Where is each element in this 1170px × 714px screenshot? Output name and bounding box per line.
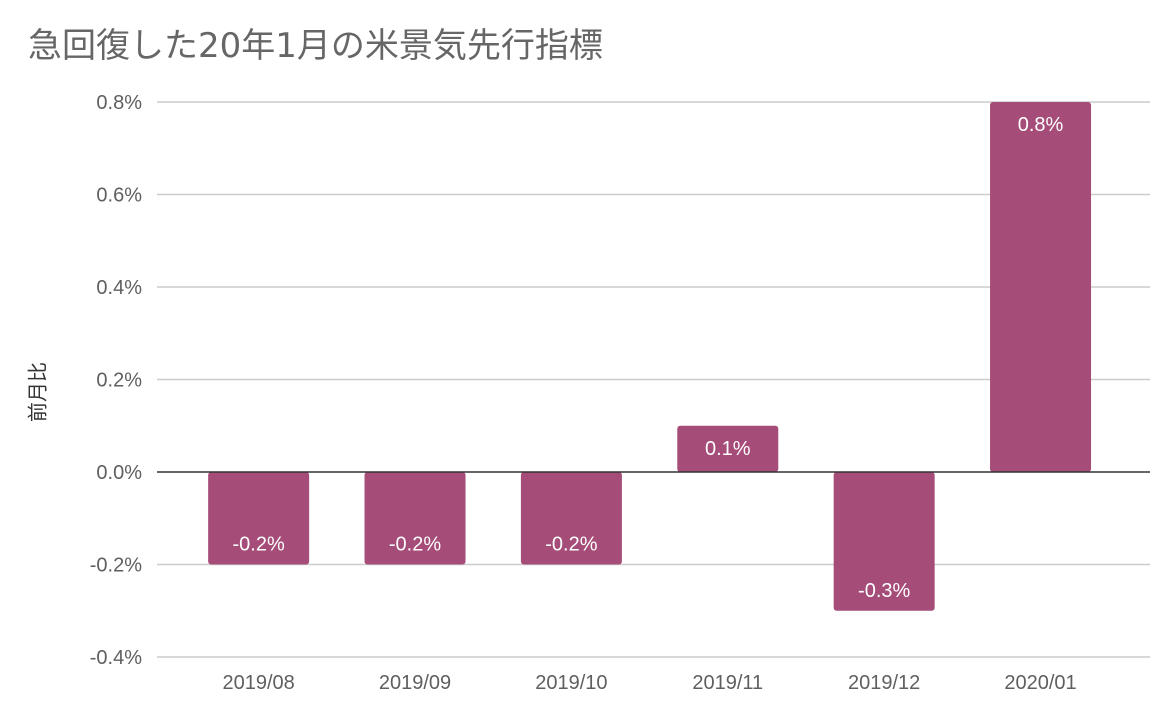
data-labels: -0.2% -0.2% -0.2% 0.1% -0.3% 0.8%: [233, 114, 1064, 602]
x-tick-label: 2019/11: [692, 672, 763, 694]
x-tick-label: 2020/01: [1004, 672, 1076, 694]
bar-2019-08: [208, 472, 310, 565]
y-tick-label: 0.0%: [96, 462, 142, 484]
data-label: -0.2%: [389, 534, 441, 556]
gridlines: [157, 101, 1150, 658]
bar-2019-09: [364, 472, 466, 565]
data-label: -0.2%: [545, 534, 597, 556]
x-tick-label: 2019/10: [535, 672, 607, 694]
bar-2020-01: [990, 102, 1092, 472]
x-tick-label: 2019/08: [222, 672, 294, 694]
bars: [208, 102, 1092, 611]
bar-2019-10: [520, 472, 622, 565]
data-label: -0.2%: [233, 534, 285, 556]
y-tick-label: 0.6%: [96, 185, 142, 207]
data-label: -0.3%: [858, 580, 910, 602]
y-axis-ticks: -0.4% -0.2% 0.0% 0.2% 0.4% 0.6% 0.8%: [90, 92, 142, 669]
x-axis-ticks: 2019/08 2019/09 2019/10 2019/11 2019/12 2020/…: [222, 672, 1076, 694]
bar-2019-12: [833, 472, 935, 611]
x-tick-label: 2019/12: [848, 672, 920, 694]
data-label: 0.8%: [1018, 114, 1064, 136]
data-label: 0.1%: [705, 438, 751, 460]
y-tick-label: 0.8%: [96, 92, 142, 114]
x-tick-label: 2019/09: [379, 672, 451, 694]
bar-2019-11: [677, 425, 779, 472]
y-tick-label: -0.4%: [90, 647, 142, 669]
y-tick-label: -0.2%: [90, 555, 142, 577]
y-tick-label: 0.4%: [96, 277, 142, 299]
y-tick-label: 0.2%: [96, 370, 142, 392]
chart-title: 急回復した20年1月の米景気先行指標: [28, 26, 603, 66]
